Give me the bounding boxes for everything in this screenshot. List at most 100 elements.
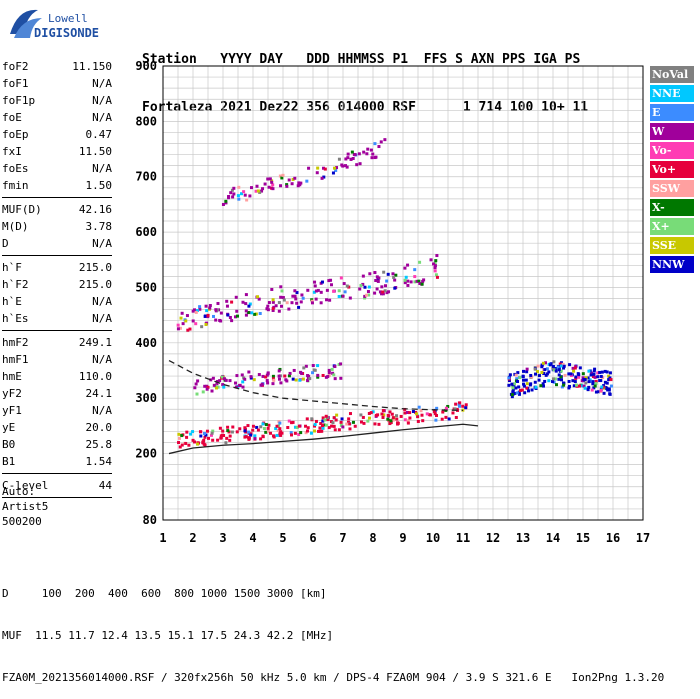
data-point — [418, 282, 422, 286]
data-point — [600, 385, 604, 389]
data-point — [406, 263, 410, 267]
data-point — [234, 295, 238, 299]
param-key: h`Es — [2, 312, 29, 325]
data-point — [278, 174, 282, 178]
data-point — [316, 373, 320, 377]
data-point — [219, 311, 223, 315]
data-point — [240, 192, 244, 196]
data-point — [216, 301, 220, 305]
data-point — [602, 391, 606, 395]
data-point — [261, 434, 265, 438]
data-point — [242, 190, 246, 194]
data-point — [361, 282, 365, 286]
data-point — [511, 388, 515, 392]
data-point — [592, 369, 596, 373]
data-point — [454, 402, 458, 406]
data-point — [330, 367, 334, 371]
data-point — [359, 413, 363, 417]
param-value: N/A — [92, 94, 112, 107]
data-point — [375, 287, 379, 291]
data-point — [279, 433, 283, 437]
data-point — [525, 367, 529, 371]
data-point — [547, 379, 551, 383]
legend-entry: Vo+ — [650, 161, 694, 178]
data-point — [416, 419, 420, 423]
data-point — [221, 433, 225, 437]
data-point — [515, 391, 519, 395]
data-point — [291, 377, 295, 381]
data-point — [255, 425, 259, 429]
data-point — [357, 152, 361, 156]
data-point — [257, 297, 261, 301]
data-point — [268, 177, 272, 181]
legend-entry: SSE — [650, 237, 694, 254]
param-group-1: foF2 11.150 foF1 N/A foF1p N/A foE N/A foEp 0.47 f… — [2, 58, 112, 194]
data-point — [373, 142, 377, 146]
data-point — [335, 166, 339, 170]
data-point — [320, 280, 324, 284]
param-row: foE N/A — [2, 109, 112, 126]
data-point — [361, 415, 365, 419]
data-point — [193, 386, 197, 390]
data-point — [313, 429, 317, 433]
autoscaling-info: Auto: Artist5 500200 — [2, 484, 48, 529]
data-point — [276, 428, 280, 432]
data-point — [551, 377, 555, 381]
data-point — [211, 429, 215, 433]
data-point — [256, 428, 260, 432]
data-point — [249, 186, 253, 190]
data-point — [389, 419, 393, 423]
data-point — [541, 382, 545, 386]
data-point — [244, 313, 248, 317]
data-point — [294, 297, 298, 301]
data-point — [596, 371, 600, 375]
divider — [2, 330, 112, 331]
data-point — [333, 377, 337, 381]
data-point — [236, 314, 240, 318]
data-point — [543, 368, 547, 372]
data-point — [321, 166, 325, 170]
param-key: h`F — [2, 261, 22, 274]
param-value: 110.0 — [78, 370, 112, 383]
data-point — [542, 372, 546, 376]
data-point — [369, 411, 373, 415]
data-point — [380, 412, 384, 416]
x-tick-label: 16 — [606, 531, 620, 545]
divider — [2, 497, 112, 498]
data-point — [321, 423, 325, 427]
data-point — [331, 421, 335, 425]
param-row: hmF2 249.1 — [2, 334, 112, 351]
header-labels: Station YYYY DAY DDD HHMMSS P1 FFS S AXN… — [142, 52, 581, 67]
data-point — [228, 379, 232, 383]
data-point — [420, 282, 424, 286]
data-point — [271, 308, 275, 312]
data-point — [285, 301, 289, 305]
data-point — [554, 366, 558, 370]
data-point — [306, 288, 310, 292]
data-point — [298, 378, 302, 382]
data-point — [578, 366, 582, 370]
data-point — [567, 384, 571, 388]
data-point — [380, 292, 384, 296]
data-point — [297, 424, 301, 428]
data-point — [359, 283, 363, 287]
data-point — [605, 370, 609, 374]
data-point — [528, 383, 532, 387]
param-value: N/A — [92, 295, 112, 308]
data-point — [241, 380, 245, 384]
param-key: B1 — [2, 455, 16, 468]
data-point — [530, 388, 534, 392]
param-value: 215.0 — [78, 278, 112, 291]
data-point — [196, 442, 200, 446]
data-point — [224, 378, 228, 382]
data-point — [411, 410, 415, 414]
data-point — [306, 379, 310, 383]
data-point — [324, 414, 328, 418]
data-point — [390, 412, 394, 416]
data-point — [220, 375, 224, 379]
data-point — [382, 413, 386, 417]
data-point — [246, 311, 250, 315]
data-point — [247, 370, 251, 374]
data-point — [221, 383, 225, 387]
data-point — [280, 289, 284, 293]
